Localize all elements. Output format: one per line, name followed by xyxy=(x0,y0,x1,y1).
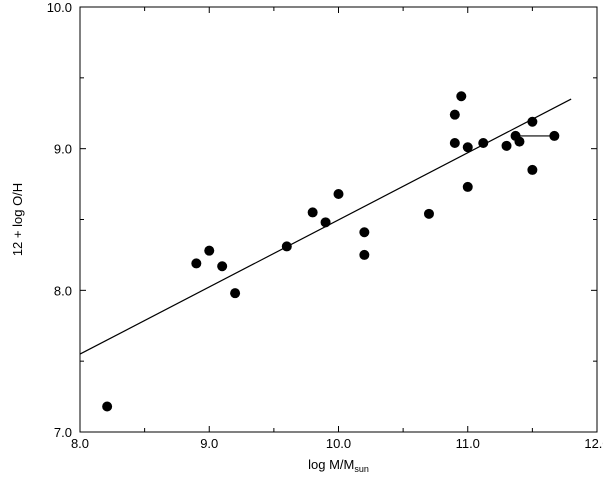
data-point xyxy=(217,261,228,272)
data-points xyxy=(102,91,560,412)
data-point xyxy=(102,401,113,412)
y-axis-label: 12 + log O/H xyxy=(10,183,25,256)
y-tick-label: 8.0 xyxy=(54,283,72,298)
y-tick-label: 9.0 xyxy=(54,142,72,157)
data-point xyxy=(462,181,473,192)
data-point xyxy=(527,164,538,175)
data-point xyxy=(307,207,318,218)
data-point xyxy=(320,217,331,228)
x-tick-label: 12.0 xyxy=(584,436,603,451)
x-axis-label-main: log M/M xyxy=(308,457,354,472)
x-tick-label: 11.0 xyxy=(456,436,480,451)
data-point xyxy=(456,91,467,102)
axis-ticks xyxy=(79,6,598,433)
data-point xyxy=(230,288,241,299)
data-point xyxy=(423,208,434,219)
x-tick-label: 10.0 xyxy=(326,436,351,451)
data-point xyxy=(462,142,473,153)
x-axis-label: log M/Msun xyxy=(308,457,369,474)
x-axis-label-subscript: sun xyxy=(354,464,369,474)
data-point xyxy=(204,245,215,256)
y-tick-label: 10.0 xyxy=(47,0,72,15)
x-tick-label: 9.0 xyxy=(200,436,218,451)
data-point xyxy=(191,258,202,269)
axis-tick-labels: 8.09.010.011.012.07.08.09.010.0 xyxy=(47,0,603,451)
data-point xyxy=(478,138,489,148)
data-point xyxy=(281,241,292,252)
data-point xyxy=(333,189,344,199)
data-point xyxy=(514,136,525,147)
data-point xyxy=(359,249,370,260)
data-point xyxy=(527,116,538,127)
x-tick-label: 8.0 xyxy=(71,436,89,451)
data-point xyxy=(359,227,370,238)
data-point xyxy=(501,140,512,151)
data-point xyxy=(449,109,460,120)
data-point xyxy=(549,130,560,141)
y-tick-label: 7.0 xyxy=(54,425,72,440)
data-point xyxy=(449,138,460,148)
